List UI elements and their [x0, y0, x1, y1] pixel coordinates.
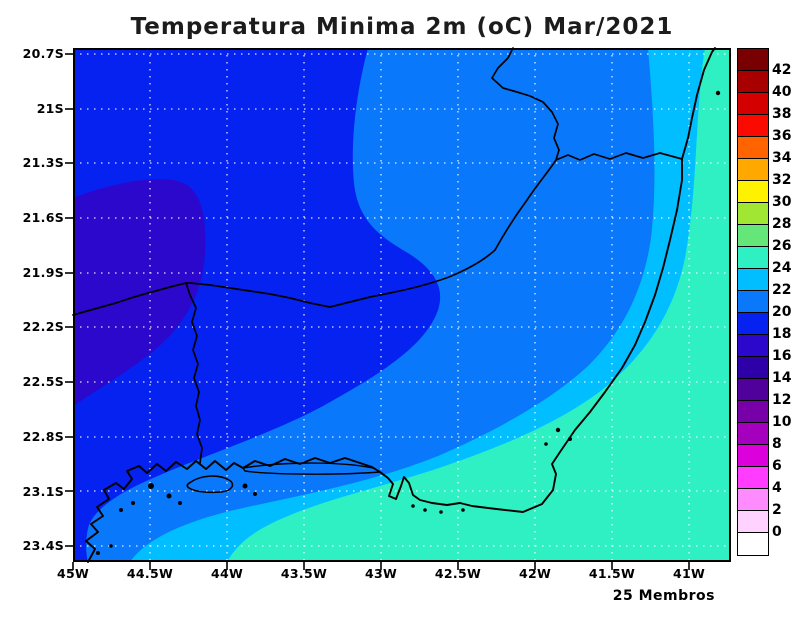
band-24-26: [227, 48, 731, 562]
colorbar-value-label: 26: [772, 238, 792, 254]
colorbar-value-label: 10: [772, 414, 792, 430]
longitude-tick-label: 41W: [672, 566, 706, 581]
longitude-tick-label: 42.5W: [434, 566, 482, 581]
latitude-tick-label: 22.2S: [22, 319, 64, 334]
colorbar-cell: [738, 93, 768, 115]
colorbar-cell: [738, 335, 768, 357]
colorbar-cell: [738, 445, 768, 467]
colorbar-cell: [738, 49, 768, 71]
colorbar-cell: [738, 357, 768, 379]
colorbar-cell: [738, 467, 768, 489]
colorbar-cell: [738, 313, 768, 335]
colorbar-value-label: 12: [772, 392, 792, 408]
colorbar-cell: [738, 115, 768, 137]
colorbar-cell: [738, 379, 768, 401]
latitude-tick-label: 21.3S: [22, 155, 64, 170]
colorbar-value-label: 42: [772, 62, 792, 78]
latitude-tick-label: 22.5S: [22, 374, 64, 389]
map-plot-area: [65, 47, 731, 570]
colorbar-value-label: 28: [772, 216, 792, 232]
colorbar-value-label: 6: [772, 458, 782, 474]
colorbar-value-label: 32: [772, 172, 792, 188]
colorbar-cell: [738, 269, 768, 291]
longitude-tick-label: 45W: [56, 566, 90, 581]
colorbar-cell: [738, 401, 768, 423]
colorbar-cell: [738, 423, 768, 445]
axis-ticks: [65, 53, 690, 570]
colorbar-value-label: 22: [772, 282, 792, 298]
colorbar-value-label: 40: [772, 84, 792, 100]
page-title: Temperatura Minima 2m (oC) Mar/2021: [130, 14, 674, 40]
colorbar-value-label: 20: [772, 304, 792, 320]
colorbar-cell: [738, 511, 768, 533]
latitude-tick-label: 23.4S: [22, 538, 64, 553]
longitude-tick-label: 41.5W: [588, 566, 636, 581]
longitude-tick-label: 43W: [364, 566, 398, 581]
colorbar-value-label: 30: [772, 194, 792, 210]
colorbar-value-label: 16: [772, 348, 792, 364]
latitude-tick-label: 21S: [36, 101, 64, 116]
colorbar-value-label: 8: [772, 436, 782, 452]
colorbar-value-label: 4: [772, 480, 782, 496]
colorbar-value-label: 14: [772, 370, 792, 386]
colorbar-cell: [738, 247, 768, 269]
state-borders: [72, 47, 683, 464]
map-frame: [73, 48, 731, 562]
colorbar-value-label: 36: [772, 128, 792, 144]
colorbar-cell: [738, 203, 768, 225]
latitude-tick-label: 21.9S: [22, 265, 64, 280]
colorbar-cell: [738, 159, 768, 181]
longitude-tick-label: 44W: [210, 566, 244, 581]
graticule-gridlines: [73, 48, 731, 562]
latitude-tick-label: 21.6S: [22, 210, 64, 225]
colorbar: [737, 48, 769, 556]
latitude-tick-label: 22.8S: [22, 429, 64, 444]
colorbar-cell: [738, 71, 768, 93]
colorbar-value-label: 0: [772, 524, 782, 540]
longitude-tick-label: 43.5W: [280, 566, 328, 581]
colorbar-value-label: 24: [772, 260, 792, 276]
longitude-tick-label: 42W: [518, 566, 552, 581]
colorbar-cell: [738, 225, 768, 247]
band-16-18: [73, 179, 206, 406]
colorbar-value-label: 34: [772, 150, 792, 166]
ensemble-members-label: 25 Membros: [612, 588, 715, 604]
colorbar-value-label: 38: [772, 106, 792, 122]
coastline: [85, 47, 716, 563]
latitude-tick-label: 20.7S: [22, 46, 64, 61]
contour-map-canvas: [65, 47, 731, 570]
colorbar-cell: [738, 181, 768, 203]
colorbar-value-label: 2: [772, 502, 782, 518]
colorbar-cell: [738, 291, 768, 313]
colorbar-cell: [738, 137, 768, 159]
colorbar-cell: [738, 489, 768, 511]
colorbar-cell: [738, 533, 768, 555]
colorbar-value-label: 18: [772, 326, 792, 342]
longitude-tick-label: 44.5W: [126, 566, 174, 581]
islands: [96, 90, 721, 555]
latitude-tick-label: 23.1S: [22, 484, 64, 499]
